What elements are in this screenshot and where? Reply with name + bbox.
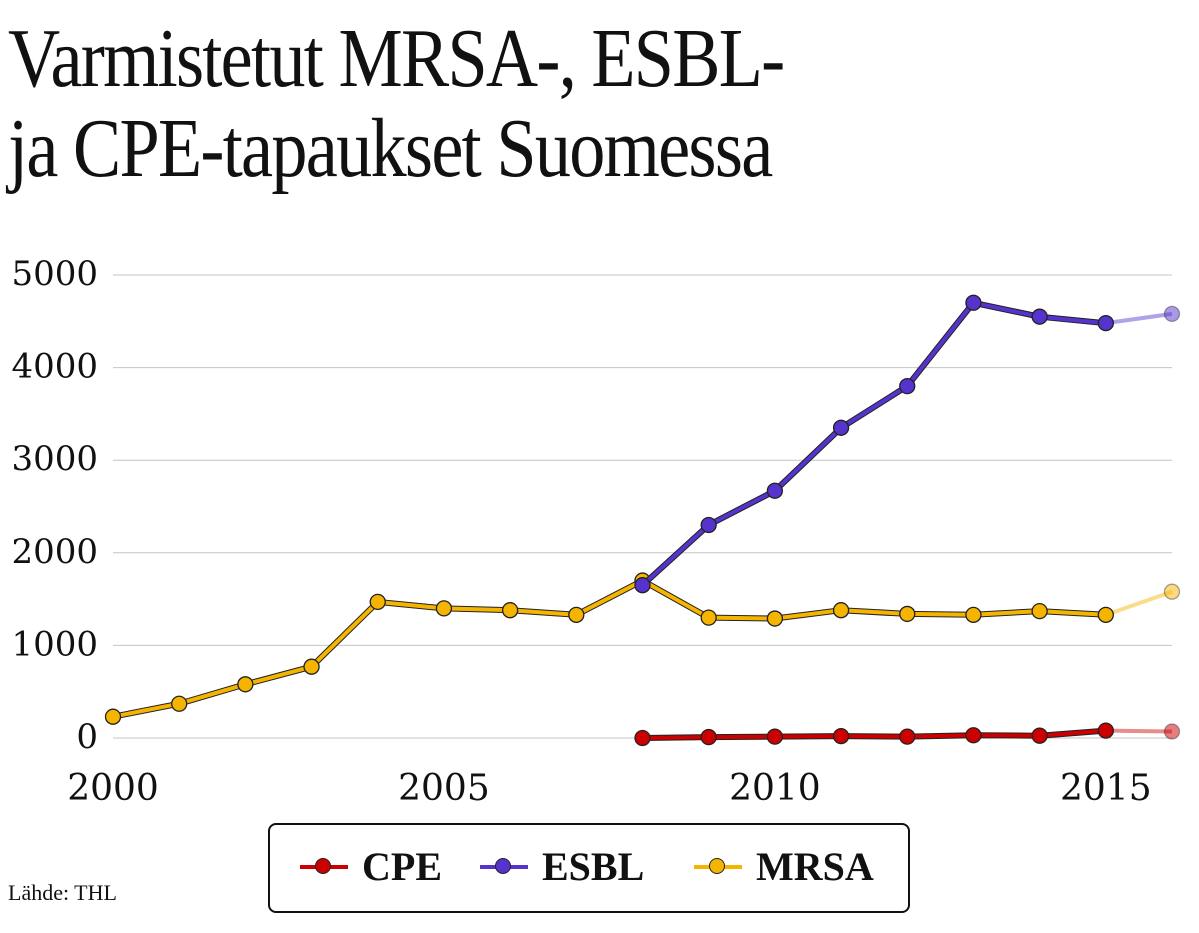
- point-mrsa-2005: [435, 600, 453, 617]
- x-axis-ticks: 2000 2005 2010 2015: [67, 768, 1151, 809]
- point-cpe-2008: [634, 729, 651, 747]
- legend-dot-cpe: [315, 857, 331, 874]
- x-tick-label: 2000: [67, 768, 159, 809]
- legend-dot-mrsa: [709, 857, 725, 874]
- point-mrsa-2006: [501, 602, 519, 619]
- x-tick-label: 2015: [1060, 768, 1152, 809]
- point-cpe-2015: [1097, 722, 1114, 739]
- point-mrsa-2007: [568, 606, 585, 623]
- point-esbl-2015: [1097, 315, 1114, 332]
- series-cpe: [634, 722, 1181, 747]
- legend-label-esbl: ESBL: [542, 844, 645, 889]
- x-tick-label: 2005: [398, 768, 490, 809]
- point-esbl-2009: [700, 516, 717, 534]
- series-outline-mrsa: [112, 577, 1106, 720]
- series-line-cpe: [642, 728, 1106, 740]
- point-mrsa-2012: [899, 605, 916, 623]
- legend-item-cpe: CPE: [300, 843, 442, 890]
- point-mrsa-2014: [1031, 602, 1048, 620]
- legend-item-esbl: ESBL: [480, 843, 644, 890]
- y-tick-label: 5000: [11, 254, 98, 294]
- chart-title: Varmistetut MRSA-, ESBL- ja CPE-tapaukse…: [8, 14, 997, 194]
- point-mrsa-2015: [1097, 606, 1114, 623]
- point-mrsa-2004: [369, 593, 386, 611]
- legend-dot-esbl: [495, 857, 511, 874]
- point-esbl-2012: [899, 377, 916, 395]
- point-mrsa-2009: [700, 609, 717, 626]
- series-esbl: [634, 294, 1181, 594]
- legend-swatch-cpe: [300, 857, 348, 877]
- point-cpe-2010: [766, 728, 784, 745]
- y-tick-label: 3000: [11, 439, 98, 479]
- legend-swatch-mrsa: [694, 857, 742, 877]
- point-cpe-2013: [965, 727, 982, 744]
- y-axis-ticks: 5000 4000 3000 2000 1000 0: [11, 254, 98, 757]
- point-cpe-2012: [899, 728, 916, 745]
- point-cpe-2016: [1163, 723, 1181, 740]
- point-esbl-2016: [1163, 305, 1181, 323]
- legend: CPE ESBL MRSA: [268, 823, 910, 913]
- point-mrsa-2000: [104, 708, 122, 725]
- point-cpe-2014: [1031, 727, 1048, 744]
- title-line-2: ja CPE-tapaukset Suomessa: [8, 102, 773, 195]
- point-mrsa-2010: [766, 610, 784, 627]
- source-note: Lähde: THL: [8, 880, 117, 905]
- series-line-mrsa: [112, 578, 1106, 719]
- point-mrsa-2016: [1163, 583, 1181, 600]
- point-esbl-2011: [832, 419, 850, 436]
- y-tick-label: 0: [76, 717, 98, 757]
- point-esbl-2010: [766, 482, 784, 499]
- series-line-esbl: [641, 300, 1106, 587]
- point-cpe-2009: [700, 728, 717, 746]
- point-mrsa-2001: [171, 695, 188, 712]
- series-lines: [104, 294, 1181, 747]
- point-esbl-2014: [1031, 308, 1048, 325]
- point-mrsa-2002: [237, 676, 254, 693]
- series-outline-esbl: [640, 299, 1107, 588]
- series-projection-mrsa: [1105, 589, 1173, 617]
- legend-item-mrsa: MRSA: [694, 843, 874, 890]
- legend-label-mrsa: MRSA: [756, 844, 874, 889]
- point-esbl-2008: [634, 577, 651, 594]
- point-mrsa-2011: [832, 602, 850, 619]
- legend-label-cpe: CPE: [362, 844, 442, 889]
- y-tick-label: 4000: [11, 347, 98, 387]
- point-esbl-2013: [965, 294, 982, 311]
- series-projection-esbl: [1105, 311, 1173, 326]
- point-mrsa-2003: [303, 658, 320, 675]
- y-tick-label: 1000: [11, 624, 98, 664]
- gridlines: [113, 274, 1172, 739]
- series-mrsa: [104, 572, 1181, 725]
- series-projection-cpe: [1105, 728, 1173, 734]
- legend-swatch-esbl: [480, 857, 528, 877]
- x-tick-label: 2010: [729, 768, 821, 809]
- title-line-1: Varmistetut MRSA-, ESBL-: [8, 12, 785, 105]
- point-mrsa-2013: [965, 606, 982, 623]
- y-tick-label: 2000: [11, 532, 98, 572]
- point-cpe-2011: [832, 727, 850, 745]
